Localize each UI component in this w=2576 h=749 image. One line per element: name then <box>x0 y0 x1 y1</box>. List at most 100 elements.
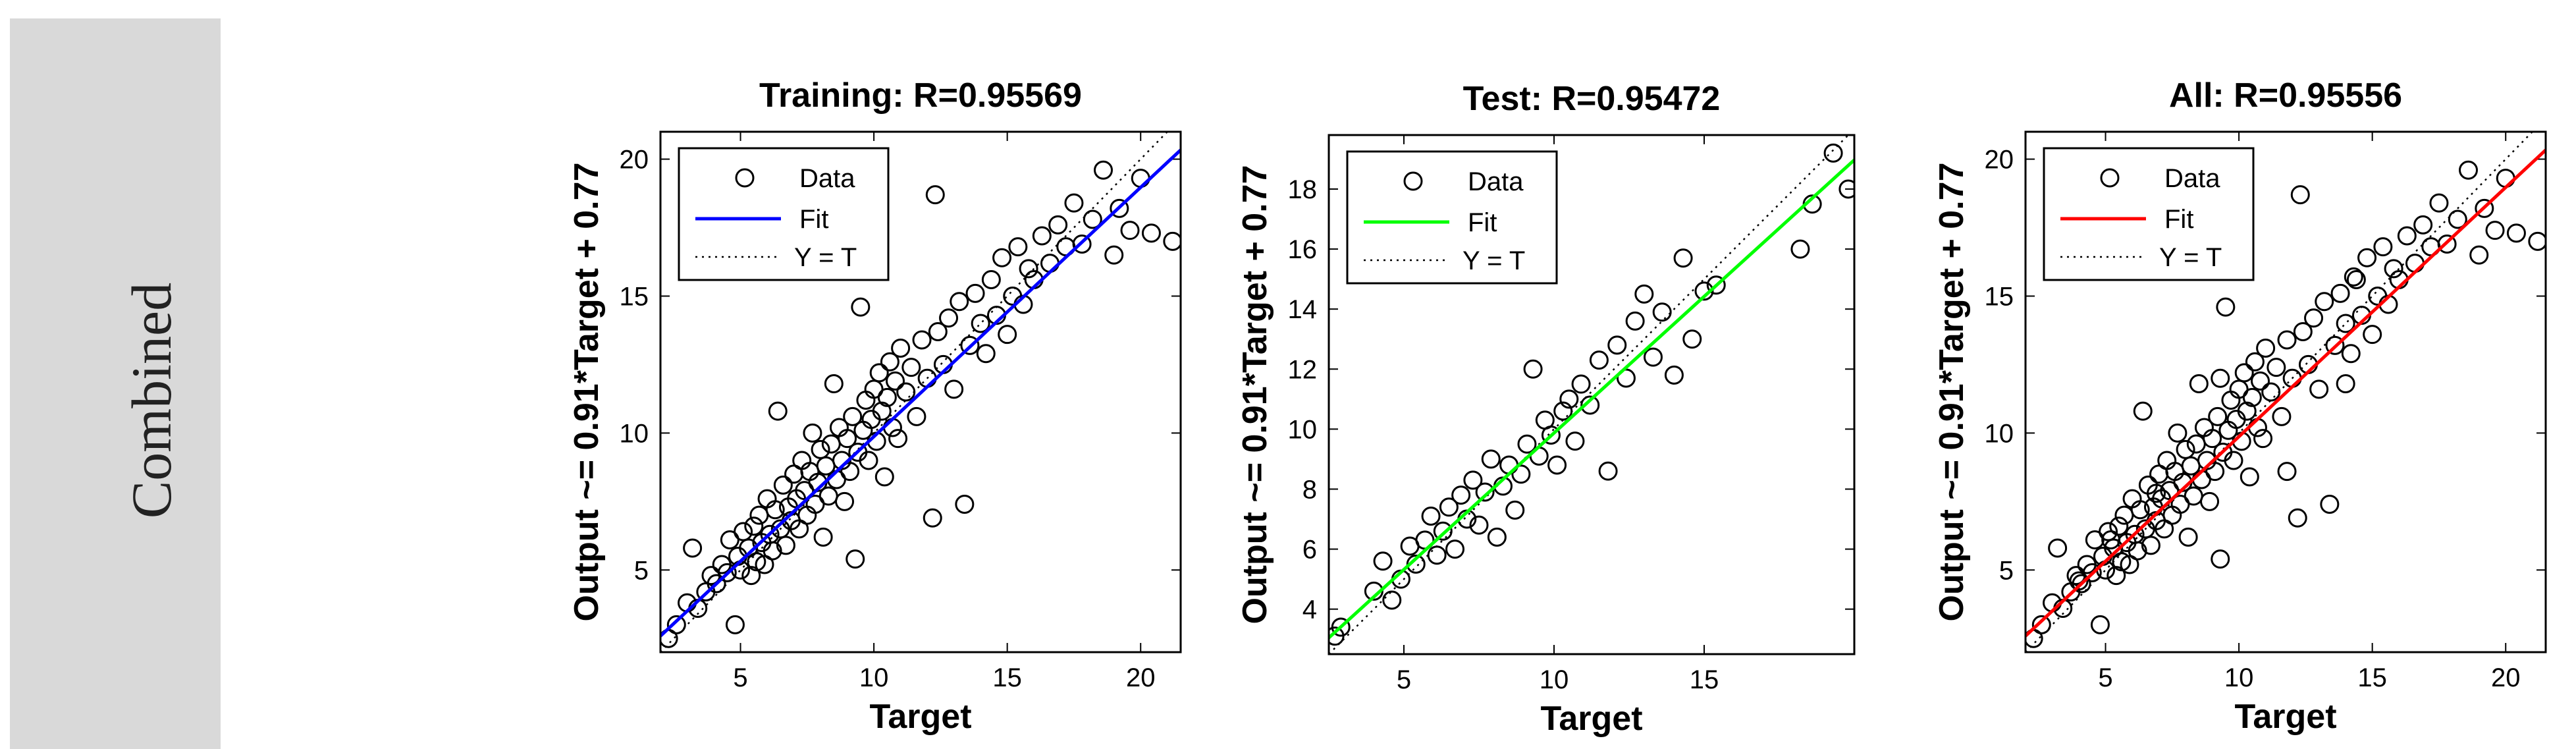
data-point <box>2128 541 2147 561</box>
data-point <box>1406 554 1426 574</box>
y-axis-label: Output ~= 0.91*Target + 0.77 <box>568 163 606 622</box>
data-point <box>2341 344 2361 364</box>
data-point <box>2357 248 2377 267</box>
data-point <box>2240 467 2259 487</box>
y-tick-label: 12 <box>1288 355 1318 384</box>
data-point <box>2253 429 2273 449</box>
data-point <box>683 538 703 558</box>
data-point <box>925 185 945 205</box>
y-tick-label: 5 <box>634 556 649 585</box>
data-point <box>2069 571 2089 591</box>
data-point <box>1469 515 1489 535</box>
data-point <box>2090 615 2110 634</box>
data-point <box>2168 423 2187 443</box>
x-tick-label: 15 <box>1690 665 1719 694</box>
data-point <box>2208 406 2228 426</box>
data-point <box>1541 425 1561 445</box>
data-point <box>2133 401 2153 421</box>
data-point <box>2304 308 2324 328</box>
data-point <box>981 270 1001 290</box>
side-panel: Combined <box>10 18 221 749</box>
legend: Data Fit Y = T <box>1346 150 1558 285</box>
data-point <box>725 615 745 634</box>
x-tick-label: 20 <box>2491 663 2521 692</box>
data-point <box>2459 160 2479 180</box>
data-point <box>824 374 844 394</box>
data-point <box>886 371 905 391</box>
data-point <box>950 292 969 312</box>
data-point <box>2429 193 2449 213</box>
data-point <box>803 423 822 443</box>
data-point <box>1481 449 1501 469</box>
data-point <box>1589 350 1609 370</box>
legend-label-fit: Fit <box>2164 205 2193 234</box>
data-point <box>763 541 782 561</box>
chart-1: Test: R=0.95472 Target Output ~= 0.91*Targ… <box>1236 80 1856 738</box>
data-point <box>2320 494 2340 514</box>
data-point <box>1032 226 1052 246</box>
data-point <box>1019 259 1038 279</box>
data-point <box>707 574 726 594</box>
data-point <box>1499 455 1519 475</box>
data-point <box>1427 545 1447 565</box>
data-point <box>2373 237 2393 257</box>
data-point <box>1083 209 1102 229</box>
data-point <box>1652 302 1672 322</box>
data-point <box>1706 275 1726 295</box>
data-point <box>1580 395 1600 415</box>
legend: Data Fit Y = T <box>678 147 890 281</box>
data-point <box>1382 590 1402 610</box>
data-point <box>840 462 860 482</box>
legend-label-identity: Y = T <box>2159 243 2222 272</box>
x-tick-label: 20 <box>1126 663 1156 692</box>
data-point <box>1331 617 1351 637</box>
x-tick-label: 15 <box>992 663 1022 692</box>
data-point <box>901 358 921 377</box>
data-point <box>2315 292 2334 312</box>
data-point <box>1094 160 1114 180</box>
data-point <box>843 406 863 426</box>
x-tick-label: 5 <box>733 663 747 692</box>
legend-marker-data <box>735 168 755 188</box>
data-point <box>2267 358 2286 377</box>
legend-label-data: Data <box>799 164 855 193</box>
data-point <box>2397 226 2417 246</box>
data-point <box>1553 401 1573 421</box>
data-point <box>2528 231 2546 251</box>
y-tick-label: 8 <box>1302 475 1317 504</box>
legend-box <box>678 147 890 281</box>
y-tick-label: 16 <box>1288 235 1318 264</box>
data-point <box>845 549 865 569</box>
data-point <box>923 508 942 528</box>
x-axis-label: Target <box>1540 700 1642 738</box>
data-point <box>2224 451 2243 470</box>
y-tick-label: 5 <box>1999 556 2014 585</box>
data-point <box>811 439 830 459</box>
data-point <box>1838 179 1854 199</box>
data-point <box>888 429 908 449</box>
x-tick-label: 10 <box>859 663 889 692</box>
data-point <box>2245 352 2265 372</box>
data-point <box>2237 401 2257 421</box>
plot-area <box>2026 132 2546 652</box>
data-point <box>1475 482 1495 502</box>
data-point <box>1511 464 1531 484</box>
data-point <box>1523 359 1543 379</box>
x-tick-label: 15 <box>2357 663 2387 692</box>
data-point <box>2072 574 2091 594</box>
y-axis-label: Output ~= 0.91*Target + 0.77 <box>1236 165 1274 624</box>
data-point <box>2293 322 2313 342</box>
data-point <box>944 379 964 399</box>
data-point <box>998 325 1017 345</box>
data-point <box>1451 485 1471 505</box>
data-point <box>2346 270 2366 290</box>
data-point <box>1643 347 1663 367</box>
data-point <box>818 486 838 506</box>
data-point <box>2413 215 2433 235</box>
data-point <box>749 505 769 525</box>
chart-title: All: R=0.95556 <box>2169 76 2402 115</box>
y-tick-label: 6 <box>1302 536 1317 565</box>
data-point <box>2186 434 2206 454</box>
data-point <box>880 352 899 372</box>
data-point <box>2141 536 2160 555</box>
